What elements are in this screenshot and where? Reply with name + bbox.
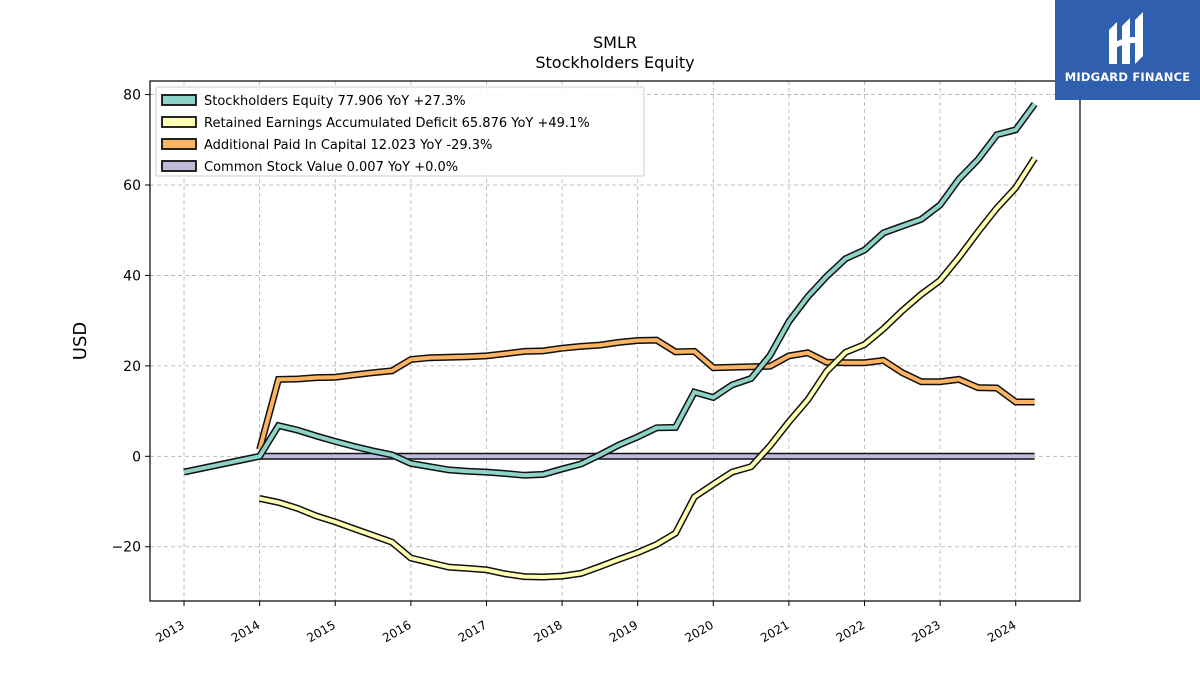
series-line-2: [256, 336, 1035, 451]
y-axis: −20 0 20 40 60 80: [111, 88, 150, 556]
legend: Stockholders Equity 77.906 YoY +27.3% Ret…: [155, 86, 645, 177]
legend-swatch: [161, 94, 197, 106]
legend-label: Retained Earnings Accumulated Deficit 65…: [204, 116, 590, 131]
x-tick-label: 2015: [305, 618, 338, 645]
y-tick-label: 20: [123, 359, 141, 375]
legend-box: [155, 86, 645, 177]
y-axis-title: USD: [70, 322, 91, 360]
series-stroke: [257, 338, 1035, 451]
plot-frame: [149, 80, 1081, 602]
x-tick-label: 2021: [758, 618, 791, 645]
y-tick-label: 0: [132, 449, 141, 465]
y-tick-label: 80: [123, 88, 141, 104]
x-tick-label: 2019: [607, 618, 640, 645]
brand-name: MIDGARD FINANCE: [1064, 70, 1191, 84]
logo-mark-icon: [1109, 12, 1143, 64]
chart-title: SMLR: [593, 33, 637, 52]
legend-label: Common Stock Value 0.007 YoY +0.0%: [204, 160, 458, 175]
series-line-1: [258, 156, 1038, 581]
x-axis: 2013 2014 2015 2016 2017 2018 2019 2020 2021 2022…: [153, 601, 1018, 645]
chart-subtitle: Stockholders Equity: [535, 53, 694, 72]
series-stroke: [183, 102, 1037, 478]
legend-label: Additional Paid In Capital 12.023 YoY -2…: [204, 138, 492, 153]
x-tick-label: 2022: [834, 618, 867, 645]
legend-swatch: [161, 116, 197, 128]
legend-label: Stockholders Equity 77.906 YoY +27.3%: [204, 94, 466, 109]
x-tick-label: 2017: [456, 618, 489, 645]
x-tick-label: 2014: [229, 618, 262, 645]
y-tick-label: 40: [123, 268, 141, 284]
legend-swatch: [161, 160, 197, 172]
x-tick-label: 2013: [153, 618, 186, 645]
legend-swatch: [161, 138, 197, 150]
x-tick-label: 2020: [683, 618, 716, 645]
x-tick-label: 2023: [909, 618, 942, 645]
x-tick-label: 2016: [380, 618, 413, 645]
x-tick-label: 2024: [985, 618, 1018, 645]
y-tick-label: −20: [111, 540, 141, 556]
brand-logo: MIDGARD FINANCE: [1055, 0, 1200, 100]
series-stroke: [259, 157, 1037, 580]
y-tick-label: 60: [123, 178, 141, 194]
series-layer: [183, 102, 1038, 581]
x-tick-label: 2018: [531, 618, 564, 645]
series-line-0: [183, 102, 1038, 479]
